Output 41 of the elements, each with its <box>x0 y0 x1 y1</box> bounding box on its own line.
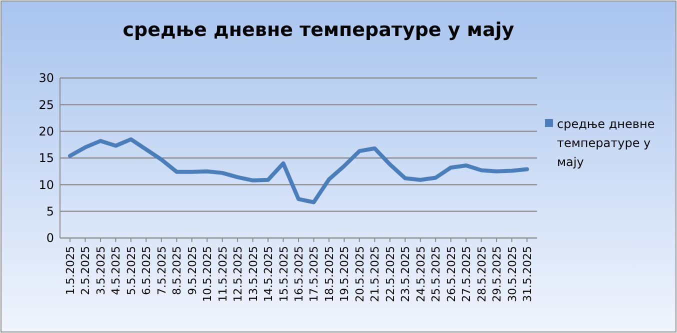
x-tick-label: 23.5.2025 <box>399 246 412 302</box>
y-tick-label: 20 <box>38 124 54 139</box>
x-tick-label: 31.5.2025 <box>521 246 534 302</box>
x-tick-label: 21.5.2025 <box>368 246 382 302</box>
x-tick-label: 12.5.2025 <box>232 246 245 302</box>
x-tick-label: 19.5.2025 <box>338 246 352 302</box>
x-tick-label: 20.5.2025 <box>353 246 366 302</box>
x-tick-label: 28.5.2025 <box>475 246 488 302</box>
x-tick-label: 15.5.2025 <box>277 246 290 302</box>
x-tick-label: 10.5.2025 <box>201 246 214 302</box>
y-tick-label: 5 <box>46 204 54 219</box>
x-tick-label: 30.5.2025 <box>506 246 519 302</box>
legend-label: средње дневне температуре у мају <box>557 117 655 169</box>
x-tick-label: 11.5.2025 <box>216 246 230 302</box>
x-tick-label: 18.5.2025 <box>322 246 336 302</box>
x-tick-label: 16.5.2025 <box>292 246 306 302</box>
x-tick-label: 24.5.2025 <box>414 246 428 302</box>
x-tick-label: 7.5.2025 <box>155 246 168 295</box>
y-tick-label: 15 <box>38 151 54 166</box>
x-tick-label: 27.5.2025 <box>460 246 474 302</box>
x-tick-label: 6.5.2025 <box>140 246 154 295</box>
line-series <box>68 137 529 204</box>
y-tick-label: 10 <box>38 178 54 192</box>
x-tick-label: 17.5.2025 <box>308 246 321 302</box>
x-tick-label: 29.5.2025 <box>490 246 504 302</box>
x-tick-label: 3.5.2025 <box>94 246 108 295</box>
x-tick-label: 26.5.2025 <box>444 246 458 302</box>
x-tick-label: 13.5.2025 <box>246 246 260 302</box>
chart-title: средње дневне температуре у мају <box>122 19 515 41</box>
x-tick-label: 5.5.2025 <box>124 246 138 295</box>
x-tick-label: 1.5.2025 <box>64 246 77 295</box>
x-tick-label: 14.5.2025 <box>262 246 276 302</box>
x-tick-label: 4.5.2025 <box>110 246 123 295</box>
y-tick-label: 30 <box>38 71 54 86</box>
x-tick-label: 22.5.2025 <box>384 246 397 302</box>
y-tick-label: 25 <box>38 98 54 112</box>
x-tick-label: 2.5.2025 <box>79 246 92 295</box>
x-tick-label: 8.5.2025 <box>170 246 184 295</box>
x-tick-label: 9.5.2025 <box>186 246 199 295</box>
x-tick-label: 25.5.2025 <box>430 246 443 302</box>
y-tick-label: 0 <box>46 231 54 246</box>
